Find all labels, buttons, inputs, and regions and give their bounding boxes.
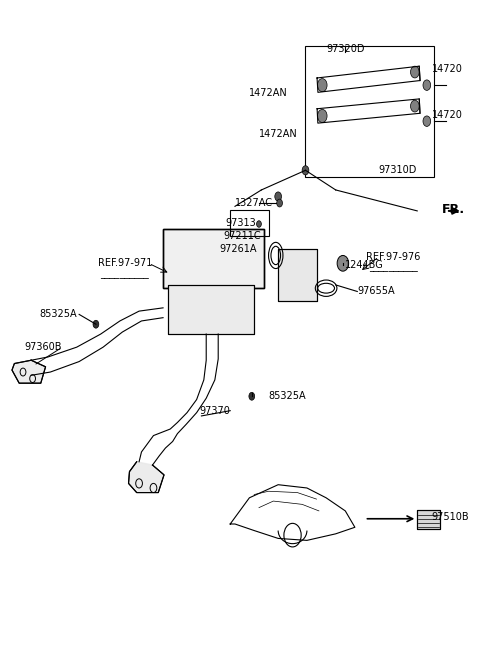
Bar [278,249,316,301]
Polygon shape [129,462,164,493]
Text: 85325A: 85325A [269,391,306,402]
Text: REF.97-971: REF.97-971 [97,258,152,269]
Circle shape [275,192,281,201]
Circle shape [317,109,327,122]
Text: 1244BG: 1244BG [345,260,384,271]
Text: 1327AC: 1327AC [235,198,273,208]
Text: 1472AN: 1472AN [259,129,297,140]
Text: 97510B: 97510B [432,512,469,523]
Circle shape [423,80,431,90]
Text: 97313: 97313 [226,217,257,228]
Text: FR.: FR. [442,203,465,216]
Text: REF.97-976: REF.97-976 [366,252,420,262]
Text: 85325A: 85325A [39,309,77,320]
Bar [168,285,254,334]
Bar [417,510,440,529]
Text: 97360B: 97360B [25,342,62,352]
Bar [168,285,254,334]
Text: 97655A: 97655A [357,286,395,297]
Text: 14720: 14720 [432,64,463,74]
Circle shape [93,320,99,328]
Circle shape [276,199,282,207]
Text: __________: __________ [100,269,149,278]
Bar [417,510,440,529]
Circle shape [317,79,327,92]
Text: 97320D: 97320D [326,44,364,54]
Circle shape [410,100,419,112]
Circle shape [302,166,309,175]
Circle shape [337,255,348,271]
Bar [163,229,264,288]
Bar [304,46,434,177]
Text: 97261A: 97261A [219,244,257,254]
Bar [230,210,269,236]
Circle shape [410,66,419,78]
Text: 97211C: 97211C [224,231,262,241]
Text: 14720: 14720 [432,109,463,120]
Text: 97370: 97370 [199,405,230,416]
Text: 97310D: 97310D [379,165,417,176]
Text: 1472AN: 1472AN [249,88,288,98]
Bar [278,249,316,301]
Circle shape [423,116,431,126]
Bar [163,229,264,288]
Polygon shape [12,360,46,383]
Text: __________: __________ [369,262,418,272]
Circle shape [249,392,255,400]
Circle shape [257,221,262,227]
